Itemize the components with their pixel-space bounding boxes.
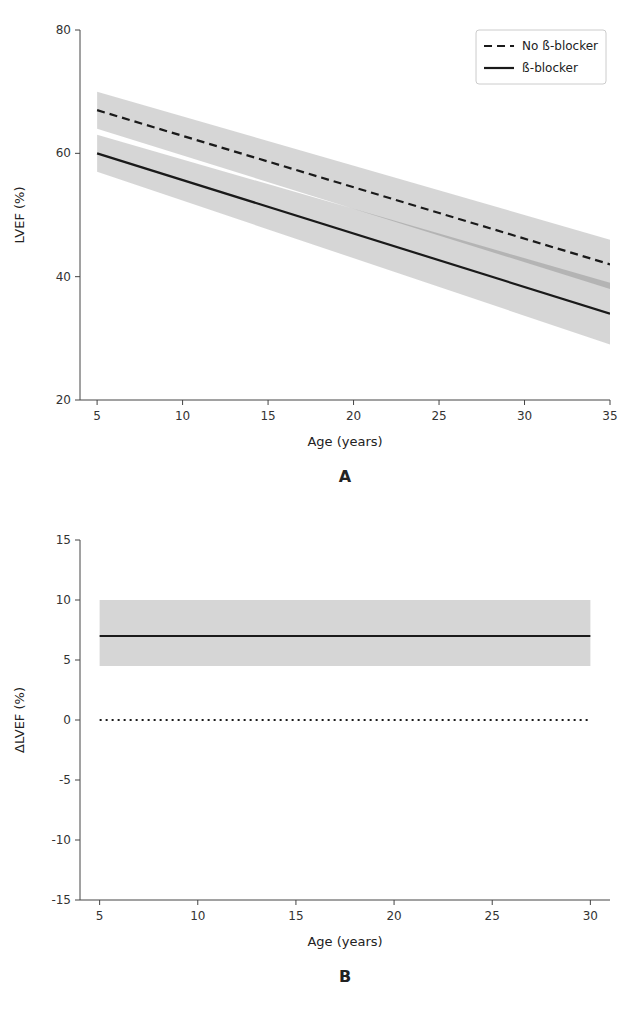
- x-tick: [394, 900, 395, 905]
- panel-label: B: [339, 967, 351, 986]
- legend-swatch: [484, 45, 514, 47]
- x-axis-label: Age (years): [307, 934, 382, 949]
- line: [97, 110, 610, 264]
- y-tick: [75, 153, 80, 154]
- y-axis: [80, 30, 81, 400]
- plot-area: [97, 92, 610, 345]
- x-tick-label: 25: [431, 409, 446, 423]
- y-tick-label: 20: [56, 393, 71, 407]
- x-tick-label: 15: [260, 409, 275, 423]
- x-tick: [99, 900, 100, 905]
- x-tick-label: 20: [346, 409, 361, 423]
- x-axis-label: Age (years): [307, 434, 382, 449]
- x-tick-label: 30: [517, 409, 532, 423]
- panel-label: A: [339, 467, 352, 486]
- ci-band: [100, 600, 591, 666]
- x-axis: [80, 400, 610, 401]
- x-tick: [353, 400, 354, 405]
- panel: 5 10 15 20 25 30 35 20 40 60 80 Age (years) LVEF (%)…: [12, 23, 618, 486]
- y-tick-label: 5: [63, 653, 71, 667]
- x-tick-label: 30: [583, 909, 598, 923]
- x-tick: [590, 900, 591, 905]
- y-tick-label: 10: [56, 593, 71, 607]
- y-tick: [75, 600, 80, 601]
- y-tick-label: -5: [59, 773, 71, 787]
- plot-area: [100, 600, 591, 720]
- x-tick: [610, 400, 611, 405]
- y-tick-label: -15: [51, 893, 71, 907]
- y-tick: [75, 840, 80, 841]
- x-tick: [439, 400, 440, 405]
- y-tick-label: 60: [56, 146, 71, 160]
- y-tick-label: 0: [63, 713, 71, 727]
- line: [100, 635, 591, 637]
- x-tick-label: 5: [93, 409, 101, 423]
- background: [0, 0, 633, 1023]
- y-axis-label: ΔLVEF (%): [12, 687, 27, 753]
- line: [97, 153, 610, 313]
- legend-box: [476, 30, 606, 84]
- x-tick-label: 5: [96, 909, 104, 923]
- y-tick-label: 40: [56, 270, 71, 284]
- panel: 5 10 15 20 25 30 -15 -10 -5 0 5 10 15 Age (years) ΔLVE…: [12, 533, 610, 986]
- legend-swatch: [484, 67, 514, 69]
- x-tick: [295, 900, 296, 905]
- y-tick: [75, 720, 80, 721]
- x-tick-label: 20: [386, 909, 401, 923]
- y-axis-label: LVEF (%): [12, 186, 27, 243]
- x-tick: [268, 400, 269, 405]
- y-tick: [75, 276, 80, 277]
- y-tick: [75, 780, 80, 781]
- x-tick: [524, 400, 525, 405]
- x-tick: [197, 900, 198, 905]
- x-tick-label: 25: [485, 909, 500, 923]
- x-axis: [80, 900, 610, 901]
- line: [100, 719, 591, 721]
- x-tick: [182, 400, 183, 405]
- y-tick: [75, 540, 80, 541]
- y-tick: [75, 900, 80, 901]
- legend-label: No ß-blocker: [522, 39, 598, 53]
- y-tick: [75, 30, 80, 31]
- legend-label: ß-blocker: [522, 61, 578, 75]
- x-tick-label: 10: [175, 409, 190, 423]
- legend: No ß-blocker ß-blocker: [476, 30, 606, 84]
- y-tick: [75, 660, 80, 661]
- ci-band: [97, 135, 610, 345]
- x-tick-label: 15: [288, 909, 303, 923]
- x-tick-label: 10: [190, 909, 205, 923]
- x-tick: [492, 900, 493, 905]
- y-tick-label: 80: [56, 23, 71, 37]
- y-tick-label: 15: [56, 533, 71, 547]
- x-tick-label: 35: [602, 409, 617, 423]
- y-tick-label: -10: [51, 833, 71, 847]
- x-tick: [97, 400, 98, 405]
- figure: 5 10 15 20 25 30 35 20 40 60 80 Age (years) LVEF (%)…: [0, 0, 633, 1023]
- y-tick: [75, 400, 80, 401]
